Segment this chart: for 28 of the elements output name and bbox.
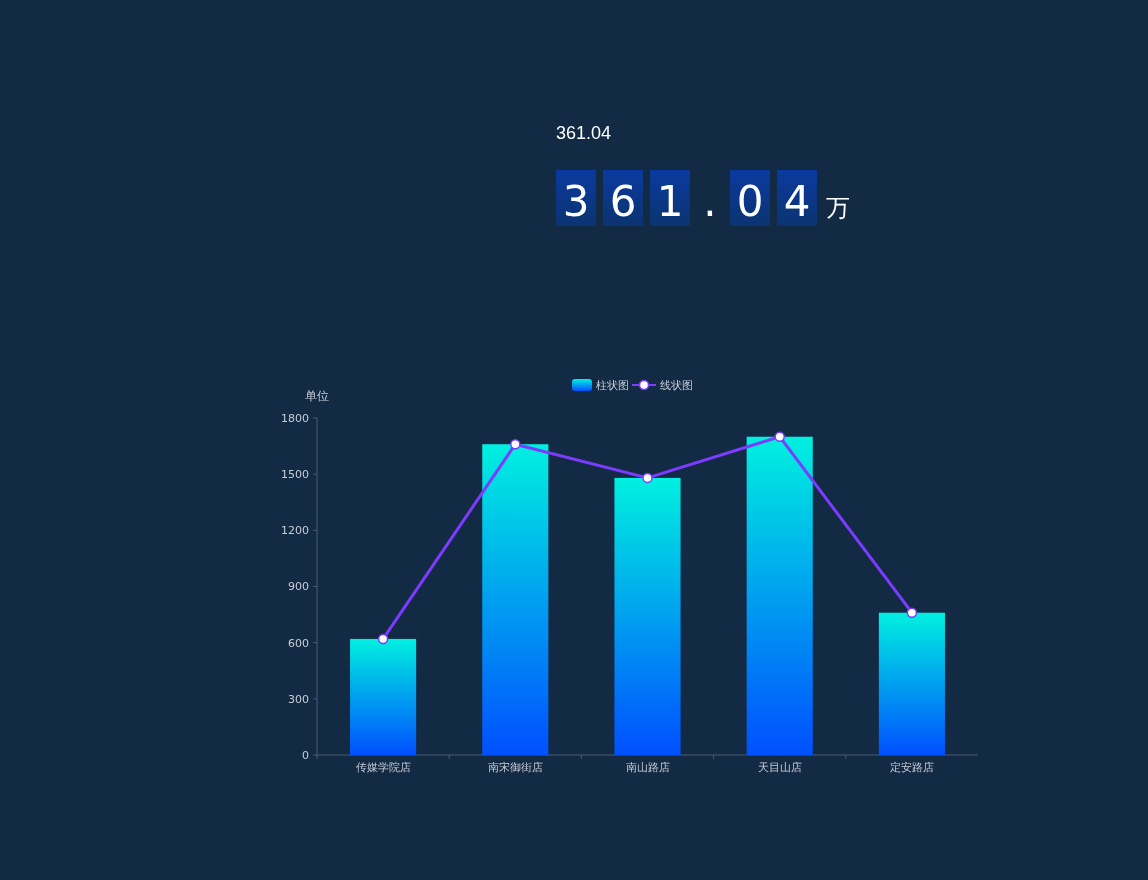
point xyxy=(774,431,785,442)
text: 361.04 xyxy=(562,177,811,226)
bar xyxy=(614,477,681,755)
x-tick-label: 传媒学院店 xyxy=(355,761,411,774)
y-axis-title: 单位 xyxy=(305,389,329,403)
x-tick-label: 南山路店 xyxy=(625,761,670,774)
legend-label: 线状图 xyxy=(660,379,693,392)
y-tick-label: 0 xyxy=(302,748,309,762)
text: 361.04 xyxy=(556,123,612,143)
point xyxy=(377,633,389,645)
y-tick-label: 1500 xyxy=(281,468,309,482)
x-tick-label: 定安路店 xyxy=(889,761,934,774)
bar xyxy=(482,444,549,755)
y-tick-label: 1800 xyxy=(281,411,309,425)
x-tick-label: 天目山店 xyxy=(757,761,802,774)
y-tick-label: 300 xyxy=(288,692,309,706)
legend-label: 柱状图 xyxy=(596,379,629,392)
point xyxy=(642,472,653,484)
y-tick-label: 600 xyxy=(288,636,309,650)
bar xyxy=(746,436,813,755)
bar xyxy=(350,638,417,755)
y-tick-label: 900 xyxy=(288,580,309,594)
point xyxy=(906,607,918,618)
x-tick-label: 南宋御街店 xyxy=(487,761,543,774)
point xyxy=(510,438,521,450)
bar xyxy=(878,612,945,755)
y-tick-label: 1200 xyxy=(281,524,309,538)
text: 万 xyxy=(826,194,850,222)
